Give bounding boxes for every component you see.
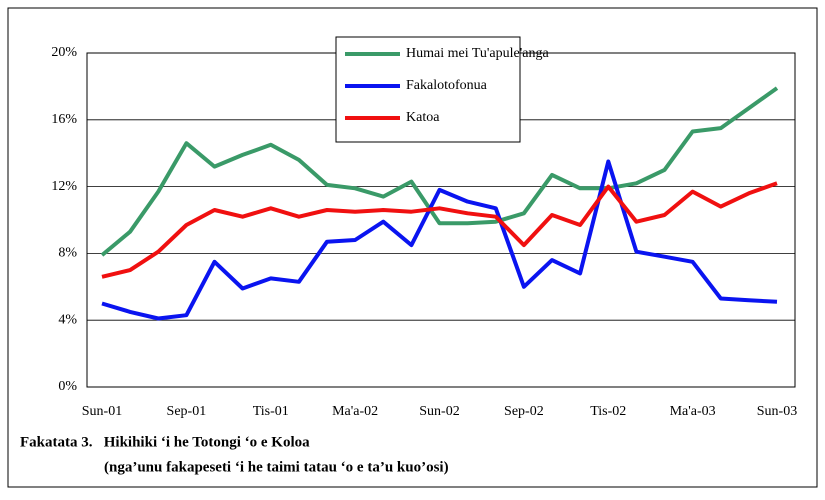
- data-line: [100, 86, 779, 257]
- x-tick-label: Ma'a-03: [670, 404, 716, 419]
- legend-label: Fakalotofonua: [406, 78, 488, 93]
- x-tick-label: Sep-01: [167, 404, 207, 419]
- x-tick-label: Sun-03: [757, 404, 797, 419]
- data-line: [101, 181, 778, 279]
- x-tick-label: Tis-01: [253, 404, 289, 419]
- x-tick-label: Sun-01: [82, 404, 122, 419]
- caption: Fakatata 3. Hikihiki ‘i he Totongi ‘o e …: [20, 434, 310, 450]
- y-tick-label: 16%: [51, 112, 77, 127]
- data-line: [101, 159, 778, 321]
- x-tick-label: Sep-02: [504, 404, 544, 419]
- x-tick-label: Sun-02: [419, 404, 459, 419]
- y-tick-label: 12%: [51, 179, 77, 194]
- x-tick-label: Ma'a-02: [332, 404, 378, 419]
- x-tick-label: Tis-02: [590, 404, 626, 419]
- y-tick-label: 20%: [51, 45, 77, 60]
- legend-label: Humai mei Tu'apule'anga: [406, 46, 549, 61]
- y-tick-label: 8%: [58, 246, 77, 261]
- legend-label: Katoa: [406, 110, 440, 125]
- caption: (nga’unu fakapeseti ‘i he taimi tatau ‘o…: [104, 459, 449, 475]
- y-tick-label: 4%: [58, 312, 77, 327]
- y-tick-label: 0%: [58, 379, 77, 394]
